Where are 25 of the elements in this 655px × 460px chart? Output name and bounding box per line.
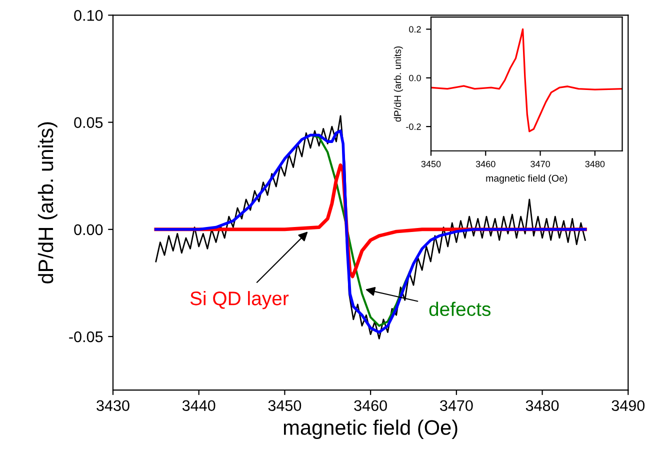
y-axis-title: dP/dH (arb. units) [38, 122, 58, 284]
y-tick-label: 0.00 [74, 224, 103, 236]
x-axis-title: magnetic field (Oe) [486, 174, 568, 184]
y-tick-label: 0.10 [74, 10, 103, 21]
line-series [430, 28, 622, 132]
x-tick-label: 3430 [96, 400, 130, 412]
y-tick-label: 0.0 [409, 74, 421, 82]
x-tick-label: 3460 [354, 400, 387, 412]
x-tick-label: 3480 [585, 160, 605, 168]
x-tick-label: 3470 [440, 400, 473, 412]
y-tick-label: 0.2 [409, 26, 421, 33]
x-tick-label: 3460 [476, 160, 496, 168]
annotation: Si QD layer [190, 291, 289, 310]
y-tick-label: -0.2 [406, 124, 421, 130]
x-tick-label: 3450 [421, 160, 441, 168]
y-tick-label: -0.05 [69, 331, 103, 342]
annotation: defects [429, 302, 491, 316]
y-tick-label: 0.05 [74, 117, 103, 128]
x-tick-label: 3440 [182, 400, 216, 412]
x-axis-title: magnetic field (Oe) [284, 420, 458, 440]
x-tick-label: 3480 [526, 400, 559, 412]
x-tick-label: 3450 [268, 400, 302, 412]
x-tick-label: 3490 [612, 400, 645, 412]
x-tick-label: 3470 [530, 160, 550, 168]
y-axis-title: dP/dH (arb. units) [394, 46, 403, 122]
